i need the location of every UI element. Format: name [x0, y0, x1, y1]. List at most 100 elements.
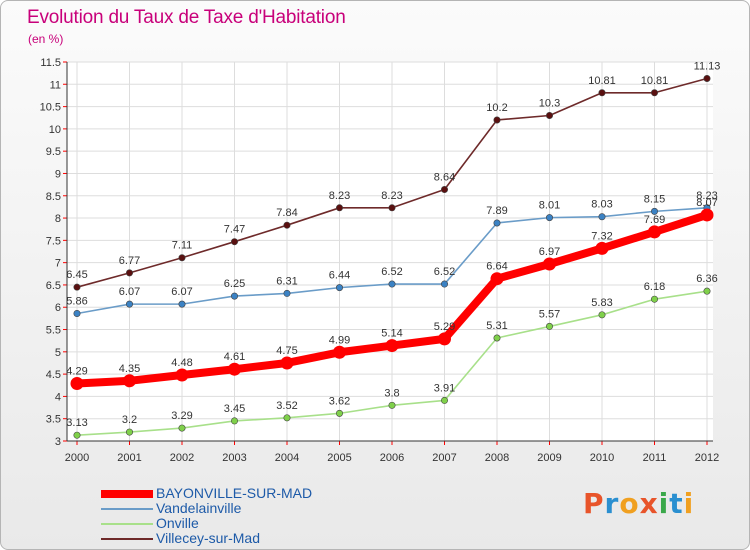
data-point	[388, 204, 396, 212]
logo-letter: i	[658, 487, 670, 520]
data-label: 7.84	[276, 207, 297, 219]
data-label: 5.86	[66, 295, 87, 307]
data-point	[543, 257, 556, 271]
data-point	[178, 254, 186, 262]
data-label: 7.11	[172, 240, 193, 252]
data-point	[126, 300, 134, 308]
data-label: 4.35	[119, 363, 140, 375]
data-label: 10.3	[539, 98, 560, 110]
y-tick-label: 6.5	[46, 280, 61, 292]
y-tick-label: 11.5	[40, 57, 61, 69]
data-point	[228, 362, 241, 376]
data-point	[335, 409, 343, 417]
plot-area	[67, 62, 713, 441]
data-label: 7.47	[224, 224, 245, 236]
data-label: 8.01	[539, 200, 560, 212]
data-point	[545, 112, 553, 120]
data-label: 3.2	[122, 414, 137, 426]
data-label: 6.97	[539, 246, 560, 258]
data-point	[703, 287, 711, 295]
y-tick-label: 3	[55, 436, 61, 448]
data-point	[493, 219, 501, 227]
legend-swatch	[101, 523, 153, 525]
logo-letter: x	[639, 487, 659, 520]
data-point	[595, 241, 609, 255]
y-tick-label: 7	[55, 258, 61, 270]
data-point	[283, 414, 291, 422]
y-tick-label: 9.5	[46, 146, 61, 158]
y-tick-label: 10	[49, 124, 61, 136]
data-point	[440, 186, 448, 194]
data-label: 4.99	[329, 334, 350, 346]
data-label: 11.13	[694, 60, 721, 72]
data-point	[126, 428, 134, 436]
data-label: 6.31	[276, 275, 297, 287]
x-tick-label: 2011	[643, 452, 667, 464]
y-tick-label: 7.5	[46, 235, 61, 247]
x-tick-label: 2003	[222, 452, 246, 464]
x-tick-label: 2008	[485, 452, 509, 464]
logo-letter: i	[683, 487, 695, 520]
data-label: 5.29	[434, 321, 455, 333]
x-tick-label: 2004	[275, 452, 299, 464]
data-point	[280, 356, 294, 370]
data-point	[648, 225, 661, 239]
data-point	[545, 214, 553, 222]
logo-letter: r	[604, 487, 620, 520]
legend-label: Vandelainville	[156, 500, 242, 516]
chart-title: Evolution du Taux de Taxe d'Habitation	[27, 7, 346, 28]
data-point	[335, 204, 343, 212]
data-point	[178, 424, 186, 432]
data-point	[73, 283, 81, 291]
data-point	[123, 374, 136, 388]
y-tick-label: 8	[55, 213, 61, 225]
data-point	[650, 89, 658, 97]
y-tick-label: 6	[55, 302, 61, 314]
y-tick-label: 5	[55, 347, 61, 359]
x-tick-label: 2012	[695, 452, 719, 464]
data-label: 3.91	[434, 382, 455, 394]
data-label: 6.77	[119, 255, 140, 267]
data-point	[598, 311, 606, 319]
y-tick-label: 10.5	[40, 102, 61, 114]
data-label: 3.8	[384, 387, 399, 399]
data-point	[178, 300, 186, 308]
data-point	[388, 401, 396, 409]
data-point	[388, 280, 396, 288]
data-point	[545, 322, 553, 330]
legend-label: BAYONVILLE-SUR-MAD	[156, 485, 313, 501]
data-point	[438, 332, 451, 346]
data-label: 8.15	[644, 193, 665, 205]
logo-letter: P	[583, 487, 605, 520]
data-label: 3.52	[276, 400, 297, 412]
proxiti-logo: Proxiti	[583, 487, 694, 520]
data-label: 10.2	[486, 102, 507, 114]
data-point	[73, 431, 81, 439]
data-label: 4.61	[224, 351, 245, 363]
data-label: 6.36	[696, 273, 717, 285]
data-label: 8.07	[696, 197, 717, 209]
x-tick-label: 2005	[327, 452, 351, 464]
data-point	[650, 295, 658, 303]
data-point	[231, 238, 239, 246]
data-point	[440, 396, 448, 404]
data-point	[493, 116, 501, 124]
x-tick-label: 2007	[432, 452, 456, 464]
data-label: 5.57	[539, 308, 560, 320]
data-point	[650, 207, 658, 215]
y-tick-label: 4	[55, 391, 61, 403]
x-tick-label: 2009	[537, 452, 561, 464]
y-tick-label: 9	[55, 168, 61, 180]
data-point	[700, 208, 714, 222]
data-point	[440, 280, 448, 288]
data-label: 3.13	[66, 417, 87, 429]
data-label: 7.69	[644, 214, 665, 226]
data-label: 3.45	[224, 403, 245, 415]
data-label: 3.29	[171, 410, 192, 422]
data-label: 7.32	[591, 230, 612, 242]
data-label: 4.48	[171, 357, 192, 369]
legend-swatch	[101, 508, 153, 510]
data-label: 8.64	[434, 172, 455, 184]
data-label: 10.81	[641, 75, 669, 87]
